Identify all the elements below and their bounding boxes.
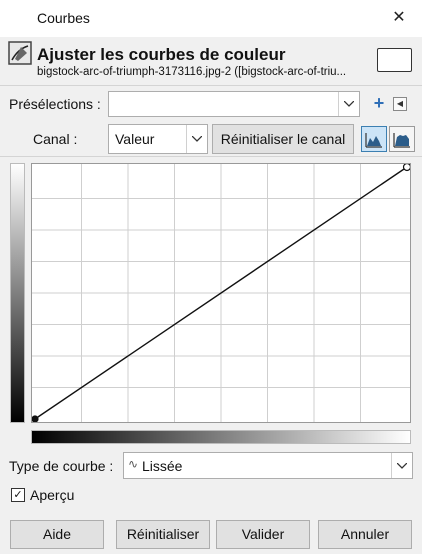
logarithmic-histogram-icon[interactable] [389, 126, 415, 152]
channel-value: Valeur [115, 131, 154, 147]
curve-type-value: Lissée [142, 458, 182, 474]
chevron-down-icon [186, 125, 207, 153]
channel-dropdown[interactable]: Valeur [108, 124, 208, 154]
triangle-left-icon[interactable]: ◀ [393, 97, 407, 111]
presets-label: Présélections : [9, 96, 101, 112]
curve-control-point[interactable] [32, 416, 38, 422]
reset-button[interactable]: Réinitialiser [116, 520, 210, 549]
reset-channel-button[interactable]: Réinitialiser le canal [212, 124, 354, 154]
curve-graph[interactable] [31, 163, 411, 423]
plus-icon[interactable]: + [370, 93, 388, 113]
toolbar-divider [0, 156, 422, 157]
checkmark-icon: ✓ [13, 489, 22, 501]
image-name: bigstock-arc-of-triumph-3173116.jpg-2 ([… [37, 66, 373, 78]
channel-label: Canal : [33, 131, 77, 147]
header-divider [0, 85, 422, 86]
chevron-down-icon [391, 453, 412, 478]
smooth-curve-icon: ∿ [128, 457, 138, 471]
close-icon: ✕ [392, 9, 405, 26]
vertical-gradient-bar [10, 163, 25, 423]
help-button[interactable]: Aide [10, 520, 104, 549]
preview-checkbox[interactable]: ✓ [11, 488, 25, 502]
curves-tool-icon [8, 41, 32, 65]
dialog-heading: Ajuster les courbes de couleur [37, 45, 285, 65]
close-button[interactable]: ✕ [388, 6, 410, 30]
curve-type-dropdown[interactable]: ∿ Lissée [123, 452, 413, 479]
chevron-down-icon [338, 92, 359, 116]
curve-control-point[interactable] [404, 164, 411, 171]
color-swatch [377, 48, 412, 72]
curve-type-label: Type de courbe : [9, 458, 113, 474]
window-title: Courbes [37, 10, 90, 26]
horizontal-gradient-bar [31, 430, 411, 444]
presets-dropdown[interactable] [108, 91, 360, 117]
cancel-button[interactable]: Annuler [318, 520, 412, 549]
preview-label[interactable]: Aperçu [30, 487, 74, 503]
ok-button[interactable]: Valider [216, 520, 310, 549]
linear-histogram-icon[interactable] [361, 126, 387, 152]
